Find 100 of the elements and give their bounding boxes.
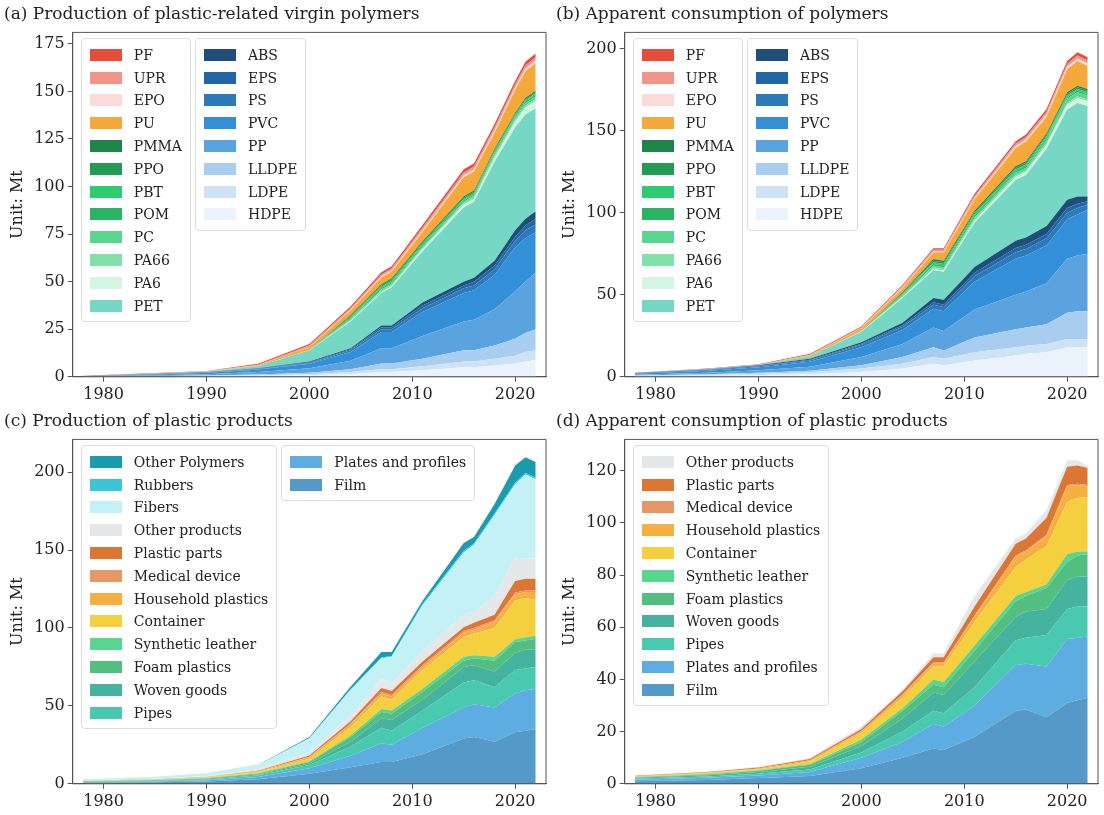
x-tick-label: 1980 [83, 383, 124, 403]
y-axis-title: Unit: Mt [6, 576, 26, 646]
legend-label: PA6 [685, 274, 713, 291]
chart-title: (c) Production of plastic products [4, 409, 293, 430]
legend-label: LLDPE [247, 160, 298, 177]
y-tick-label: 40 [596, 668, 617, 688]
legend-label: Household plastics [685, 522, 821, 539]
legend-label: Container [133, 613, 205, 630]
x-tick-label: 2010 [943, 790, 985, 810]
legend-label: PA6 [133, 274, 161, 291]
legend-label: Pipes [133, 704, 173, 721]
y-tick-label: 100 [34, 617, 65, 637]
legend-label: EPO [133, 92, 165, 109]
legend-label: Woven goods [685, 613, 780, 630]
x-tick-label: 2020 [494, 383, 536, 403]
x-tick-label: 1980 [83, 790, 124, 810]
legend-label: Foam plastics [685, 590, 784, 607]
legend-label: PS [247, 92, 267, 109]
legend-label: POM [685, 206, 721, 223]
chart-title: (a) Production of plastic-related virgin polymers [4, 2, 420, 23]
legend-label: Household plastics [133, 590, 269, 607]
x-tick-label: 1990 [186, 383, 227, 403]
legend-label: Other products [685, 453, 794, 470]
y-axis-title: Unit: Mt [6, 169, 26, 239]
y-tick-label: 50 [44, 270, 65, 290]
legend-label: PVC [799, 115, 831, 132]
y-tick-label: 0 [606, 365, 617, 385]
legend-label: PMMA [133, 137, 182, 154]
legend-label: PU [685, 115, 707, 132]
y-tick-label: 120 [586, 459, 617, 479]
y-tick-label: 150 [34, 539, 65, 559]
legend-label: PVC [247, 115, 279, 132]
legend-label: EPS [799, 69, 830, 86]
legend-label: ABS [799, 46, 830, 63]
legend-label: Foam plastics [133, 658, 232, 675]
x-tick-label: 2000 [841, 383, 882, 403]
legend-label: HDPE [247, 206, 292, 223]
legend-label: Rubbers [133, 476, 194, 493]
legend-label: UPR [133, 69, 166, 86]
legend-label: Plastic parts [685, 476, 775, 493]
legend-label: PC [685, 229, 706, 246]
y-tick-label: 50 [44, 695, 65, 715]
legend-label: PBT [685, 183, 715, 200]
x-tick-label: 1990 [738, 383, 779, 403]
x-tick-label: 1990 [186, 790, 227, 810]
legend-label: Film [685, 681, 718, 698]
legend-label: Woven goods [133, 681, 228, 698]
chart-title: (b) Apparent consumption of polymers [556, 2, 889, 23]
y-tick-label: 100 [586, 512, 617, 532]
x-tick-label: 1990 [738, 790, 779, 810]
legend-label: PET [133, 297, 163, 314]
legend-label: Synthetic leather [685, 567, 809, 584]
y-tick-label: 25 [44, 318, 65, 338]
y-tick-label: 150 [586, 119, 617, 139]
legend-label: EPS [247, 69, 278, 86]
legend-label: EPO [685, 92, 717, 109]
legend-label: Other products [133, 522, 242, 539]
legend-label: POM [133, 206, 169, 223]
x-tick-label: 2020 [494, 790, 536, 810]
x-tick-label: 1980 [635, 790, 676, 810]
legend-label: PA66 [685, 251, 722, 268]
legend-label: Pipes [685, 636, 725, 653]
legend-label: Plates and profiles [334, 453, 467, 470]
y-tick-label: 100 [34, 175, 65, 195]
legend-label: Medical device [133, 567, 241, 584]
y-tick-label: 75 [44, 223, 65, 243]
legend-label: PF [685, 46, 705, 63]
legend-label: Synthetic leather [133, 636, 257, 653]
legend-label: PC [133, 229, 154, 246]
legend-label: PPO [133, 160, 165, 177]
y-tick-label: 0 [54, 365, 65, 385]
legend-label: ABS [247, 46, 278, 63]
x-tick-label: 2010 [391, 383, 433, 403]
legend-label: PMMA [685, 137, 734, 154]
y-axis-title: Unit: Mt [558, 169, 578, 239]
y-tick-label: 50 [596, 283, 617, 303]
y-tick-label: 125 [34, 128, 65, 148]
y-tick-label: 0 [606, 772, 617, 792]
x-tick-label: 2000 [289, 383, 330, 403]
legend-label: UPR [685, 69, 718, 86]
y-axis-title: Unit: Mt [558, 576, 578, 646]
x-tick-label: 1980 [635, 383, 676, 403]
y-tick-label: 175 [34, 32, 65, 52]
legend-label: Medical device [685, 499, 793, 516]
legend-label: LDPE [799, 183, 841, 200]
legend-label: PBT [133, 183, 163, 200]
y-tick-label: 80 [596, 564, 617, 584]
x-tick-label: 2010 [943, 383, 985, 403]
x-tick-label: 2010 [391, 790, 433, 810]
x-tick-label: 2000 [289, 790, 330, 810]
legend-label: Plates and profiles [685, 658, 818, 675]
legend-label: LDPE [247, 183, 289, 200]
legend-label: Film [334, 476, 367, 493]
legend-label: PPO [685, 160, 717, 177]
y-tick-label: 0 [54, 772, 65, 792]
legend-label: PF [133, 46, 153, 63]
legend-label: PS [799, 92, 819, 109]
legend-label: Fibers [133, 499, 180, 516]
legend-label: PET [685, 297, 715, 314]
legend-label: PP [247, 137, 267, 154]
